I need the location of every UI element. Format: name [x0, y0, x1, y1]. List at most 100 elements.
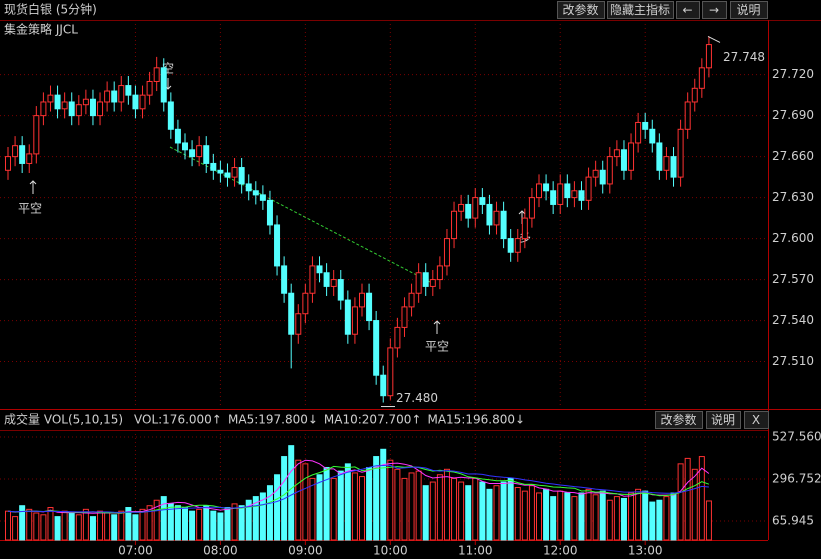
x-tick-label: 13:00 — [628, 544, 663, 558]
candle-body — [422, 272, 429, 287]
volume-bar — [210, 510, 217, 541]
volume-bar — [160, 496, 167, 541]
volume-bar — [663, 496, 670, 541]
candle-body — [670, 156, 677, 178]
volume-bar — [330, 477, 337, 541]
button-label[interactable]: 改参数 — [660, 412, 696, 427]
candle-body — [224, 172, 231, 178]
volume-bar — [153, 499, 160, 541]
candle-body — [323, 272, 330, 287]
volume-bar — [309, 477, 316, 541]
candle-body — [613, 149, 620, 158]
button-label[interactable]: 隐藏主指标 — [610, 2, 670, 17]
candle-body — [153, 67, 160, 82]
volume-bar — [316, 474, 323, 541]
button-label[interactable]: 改参数 — [562, 2, 598, 17]
y-tick-label: 27.510 — [772, 354, 814, 368]
volume-bar — [429, 481, 436, 541]
candle-body — [189, 149, 196, 158]
button-frame — [706, 411, 741, 429]
ma-line — [7, 464, 709, 513]
button-frame — [730, 1, 768, 19]
candle-body — [118, 85, 125, 103]
candle-body — [47, 94, 54, 103]
candle-body — [337, 279, 344, 301]
candle-body — [104, 90, 111, 103]
volume-bar — [571, 496, 578, 541]
button-label[interactable]: ← — [682, 3, 692, 17]
y-tick-label: 27.570 — [772, 272, 814, 286]
volume-bar — [288, 445, 295, 541]
candle-body — [543, 183, 550, 192]
button[interactable]: 说明 — [706, 411, 741, 429]
candle-body — [649, 128, 656, 144]
candle-body — [500, 210, 507, 240]
button[interactable]: 说明 — [730, 1, 768, 19]
candle-body — [486, 203, 493, 226]
candle-body — [394, 326, 401, 349]
title: 现货白银 (5分钟) — [4, 2, 97, 17]
candle-body — [82, 98, 89, 106]
button[interactable]: X — [744, 411, 769, 429]
volume-bar — [337, 470, 344, 541]
button[interactable]: ← — [676, 1, 700, 19]
candle-body — [26, 153, 33, 164]
button-label[interactable]: 说明 — [736, 2, 760, 17]
legend-entry: MA10:207.700↑ — [324, 413, 422, 427]
volume-bar — [514, 487, 521, 541]
volume-bar — [620, 497, 627, 541]
button[interactable]: 改参数 — [655, 411, 703, 429]
volume-bar — [252, 496, 259, 541]
candle-body — [274, 224, 281, 267]
candle-body — [408, 292, 415, 308]
x-tick-label: 07:00 — [118, 544, 153, 558]
volume-bar — [174, 505, 181, 541]
volume-bar — [274, 474, 281, 541]
candle-body — [61, 101, 68, 110]
volume-readout: VOL:176.000↑ — [134, 413, 222, 427]
volume-bar — [111, 514, 118, 541]
candle-body — [288, 292, 295, 335]
legend-entry: MA15:196.800↓ — [427, 413, 525, 427]
candle-body — [691, 87, 698, 103]
candle-body — [238, 167, 245, 185]
volume-bar — [380, 448, 387, 541]
candle-body — [196, 145, 203, 158]
volume-bar — [436, 474, 443, 541]
volume-bar — [408, 472, 415, 541]
button-label[interactable]: X — [752, 413, 760, 427]
max-label: 27.748 — [723, 50, 765, 64]
volume-bar — [89, 516, 96, 541]
candle-body — [458, 203, 465, 212]
volume-bar — [40, 514, 47, 541]
volume-bar — [536, 492, 542, 541]
volume-bar — [68, 512, 75, 541]
candle-body — [479, 197, 486, 205]
volume-bar — [359, 476, 365, 541]
volume-bar — [543, 488, 550, 541]
candle-body — [366, 292, 373, 322]
candle-body — [564, 183, 571, 199]
button[interactable]: → — [702, 1, 727, 19]
volume-bar — [217, 512, 224, 541]
y-tick-label: 27.600 — [772, 231, 814, 245]
button[interactable]: 改参数 — [557, 1, 605, 19]
candle-body — [429, 279, 436, 287]
candle-body — [380, 374, 387, 397]
candle-body — [252, 190, 259, 196]
button[interactable]: 隐藏主指标 — [607, 1, 674, 19]
candle-body — [54, 94, 61, 110]
volume-bar — [521, 490, 528, 541]
volume-bar — [628, 492, 635, 541]
volume-bar — [606, 499, 613, 541]
volume-bar — [295, 459, 302, 541]
volume-bar — [401, 477, 408, 541]
volume-bar — [104, 512, 111, 541]
y-tick-label: 65.945 — [772, 513, 814, 527]
volume-bar — [649, 501, 656, 541]
button-label[interactable]: 说明 — [711, 412, 735, 427]
button-label[interactable]: → — [709, 3, 719, 17]
volume-bar — [507, 477, 514, 541]
candle-body — [663, 156, 670, 171]
